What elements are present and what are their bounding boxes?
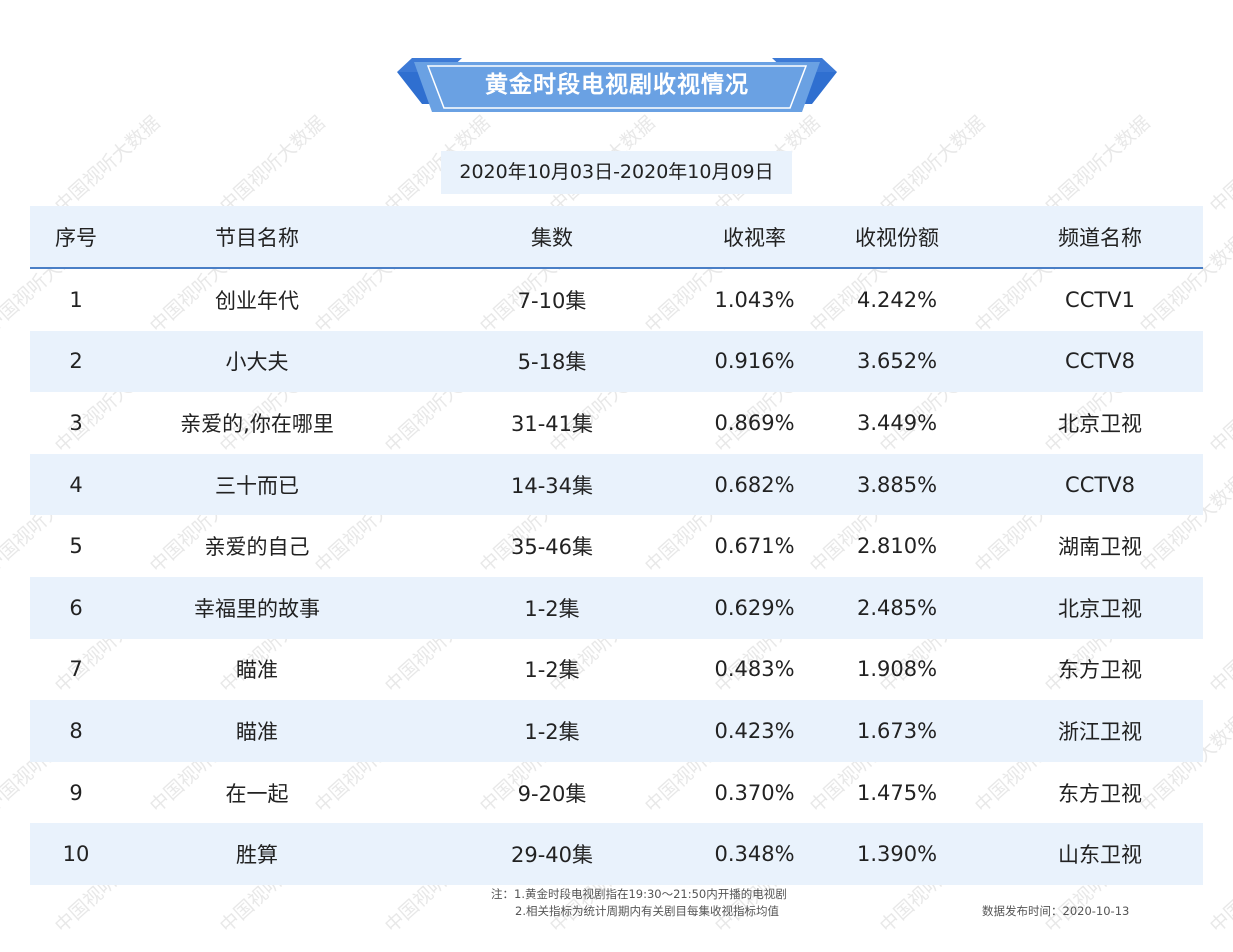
cell-channel: 东方卫视 <box>1058 781 1142 806</box>
cell-rank: 5 <box>69 534 83 559</box>
cell-rating: 0.483% <box>714 657 795 682</box>
table-row: 1 创业年代 7-10集 1.043% 4.242% CCTV1 <box>30 269 1203 331</box>
cell-channel: 北京卫视 <box>1058 596 1142 621</box>
cell-rating: 1.043% <box>714 287 795 312</box>
publish-time: 数据发布时间：2020-10-13 <box>982 904 1130 918</box>
cell-share: 3.885% <box>856 472 938 497</box>
cell-program-name: 瞄准 <box>236 658 278 683</box>
cell-program-name: 亲爱的,你在哪里 <box>180 411 334 436</box>
cell-channel: 山东卫视 <box>1058 843 1142 868</box>
table-row: 3 亲爱的,你在哪里 31-41集 0.869% 3.449% 北京卫视 <box>30 392 1203 454</box>
cell-rating: 0.348% <box>714 842 795 867</box>
cell-episodes: 1-2集 <box>524 658 580 683</box>
cell-rank: 8 <box>69 718 83 743</box>
cell-rank: 10 <box>62 842 90 867</box>
cell-rank: 1 <box>69 287 83 312</box>
cell-share: 4.242% <box>856 287 938 312</box>
date-range: 2020年10月03日-2020年10月09日 <box>441 151 792 194</box>
cell-episodes: 29-40集 <box>510 843 594 868</box>
header-program-name: 节目名称 <box>215 225 299 250</box>
footnotes: 注：1.黄金时段电视剧指在19:30～21:50内开播的电视剧 2.相关指标为统… <box>491 886 787 920</box>
cell-channel: 浙江卫视 <box>1058 719 1142 744</box>
table-row: 9 在一起 9-20集 0.370% 1.475% 东方卫视 <box>30 762 1203 824</box>
watermark-text: 中国视听大数据 <box>1040 111 1155 218</box>
cell-channel: CCTV1 <box>1065 287 1135 312</box>
watermark-text: 中国视听大数据 <box>215 111 330 218</box>
header-episodes: 集数 <box>531 225 573 250</box>
table-row: 10 胜算 29-40集 0.348% 1.390% 山东卫视 <box>30 823 1203 885</box>
cell-rating: 0.869% <box>714 410 795 435</box>
cell-channel: CCTV8 <box>1065 349 1135 374</box>
cell-rating: 0.370% <box>714 780 795 805</box>
watermark-text: 中国视听大数据 <box>50 111 165 218</box>
cell-program-name: 三十而已 <box>215 473 299 498</box>
cell-channel: 湖南卫视 <box>1058 535 1142 560</box>
cell-rank: 7 <box>69 657 83 682</box>
cell-rating: 0.916% <box>714 349 795 374</box>
cell-rating: 0.629% <box>714 595 795 620</box>
header-channel: 频道名称 <box>1058 225 1142 250</box>
footnote-1: 注：1.黄金时段电视剧指在19:30～21:50内开播的电视剧 <box>491 887 787 901</box>
cell-episodes: 35-46集 <box>510 535 594 560</box>
table-row: 5 亲爱的自己 35-46集 0.671% 2.810% 湖南卫视 <box>30 515 1203 577</box>
header-rating: 收视率 <box>723 225 786 250</box>
cell-program-name: 瞄准 <box>236 719 278 744</box>
header-share: 收视份额 <box>855 225 939 250</box>
cell-episodes: 9-20集 <box>517 781 587 806</box>
cell-program-name: 在一起 <box>225 781 289 806</box>
watermark-text: 中国视听大数据 <box>1205 831 1233 938</box>
cell-rank: 2 <box>69 349 83 374</box>
cell-rating: 0.423% <box>714 718 795 743</box>
cell-rank: 9 <box>69 780 83 805</box>
cell-episodes: 7-10集 <box>517 288 587 313</box>
cell-rank: 4 <box>69 472 83 497</box>
watermark-text: 中国视听大数据 <box>1205 111 1233 218</box>
watermark-text: 中国视听大数据 <box>1205 591 1233 698</box>
watermark-text: 中国视听大数据 <box>1205 351 1233 458</box>
page-title: 黄金时段电视剧收视情况 <box>485 72 749 98</box>
cell-program-name: 亲爱的自己 <box>204 535 310 560</box>
watermark-text: 中国视听大数据 <box>875 111 990 218</box>
cell-rank: 3 <box>69 410 83 435</box>
banner-shape <box>397 58 837 112</box>
cell-program-name: 幸福里的故事 <box>194 596 320 621</box>
cell-rating: 0.671% <box>714 534 795 559</box>
cell-channel: 北京卫视 <box>1058 411 1142 436</box>
cell-share: 1.475% <box>856 780 938 805</box>
table-row: 2 小大夫 5-18集 0.916% 3.652% CCTV8 <box>30 330 1203 393</box>
cell-share: 2.485% <box>856 595 938 620</box>
cell-share: 3.449% <box>856 410 938 435</box>
cell-share: 1.908% <box>856 657 938 682</box>
cell-share: 1.673% <box>856 718 938 743</box>
cell-channel: 东方卫视 <box>1058 658 1142 683</box>
cell-episodes: 1-2集 <box>524 596 580 621</box>
cell-share: 2.810% <box>856 534 938 559</box>
cell-episodes: 31-41集 <box>510 411 594 436</box>
footnote-2: 2.相关指标为统计周期内有关剧目每集收视指标均值 <box>515 904 779 918</box>
table-row: 6 幸福里的故事 1-2集 0.629% 2.485% 北京卫视 <box>30 576 1203 639</box>
cell-program-name: 创业年代 <box>215 288 299 313</box>
ratings-table: 序号 节目名称 集数 收视率 收视份额 频道名称 1 创业年代 7-10集 1.… <box>30 206 1203 885</box>
table-row: 7 瞄准 1-2集 0.483% 1.908% 东方卫视 <box>30 639 1203 701</box>
cell-program-name: 胜算 <box>236 843 278 868</box>
cell-channel: CCTV8 <box>1065 472 1135 497</box>
cell-rank: 6 <box>69 595 83 620</box>
cell-share: 3.652% <box>856 349 938 374</box>
table-row: 8 瞄准 1-2集 0.423% 1.673% 浙江卫视 <box>30 700 1203 762</box>
cell-program-name: 小大夫 <box>225 350 289 375</box>
cell-share: 1.390% <box>856 842 938 867</box>
title-banner: 黄金时段电视剧收视情况 <box>392 54 842 116</box>
cell-episodes: 1-2集 <box>524 719 580 744</box>
header-rank: 序号 <box>55 225 97 250</box>
cell-episodes: 14-34集 <box>510 473 594 498</box>
table-row: 4 三十而已 14-34集 0.682% 3.885% CCTV8 <box>30 453 1203 516</box>
cell-rating: 0.682% <box>714 472 795 497</box>
cell-episodes: 5-18集 <box>517 350 587 375</box>
table-header: 序号 节目名称 集数 收视率 收视份额 频道名称 <box>30 206 1203 269</box>
